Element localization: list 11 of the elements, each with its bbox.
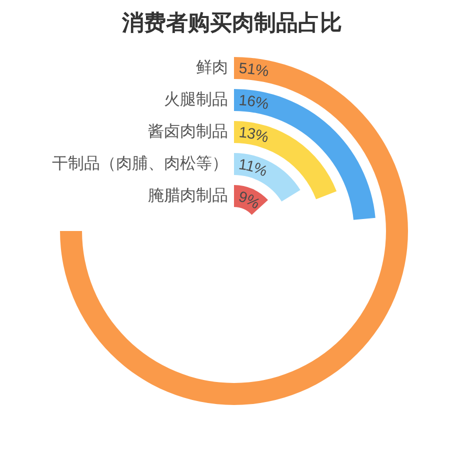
data-label: 11% xyxy=(238,156,270,180)
category-label: 腌腊肉制品 xyxy=(148,186,228,204)
data-label: 51% xyxy=(238,60,270,80)
category-label: 干制品（肉脯、肉松等） xyxy=(52,154,228,172)
category-label: 火腿制品 xyxy=(164,90,228,108)
category-label: 酱卤肉制品 xyxy=(148,122,228,140)
data-label: 9% xyxy=(236,188,264,212)
data-label: 13% xyxy=(238,124,271,146)
text: 消费者购买肉制品占比 xyxy=(121,10,342,35)
category-label: 鲜肉 xyxy=(196,60,228,76)
data-label: 16% xyxy=(238,92,270,113)
